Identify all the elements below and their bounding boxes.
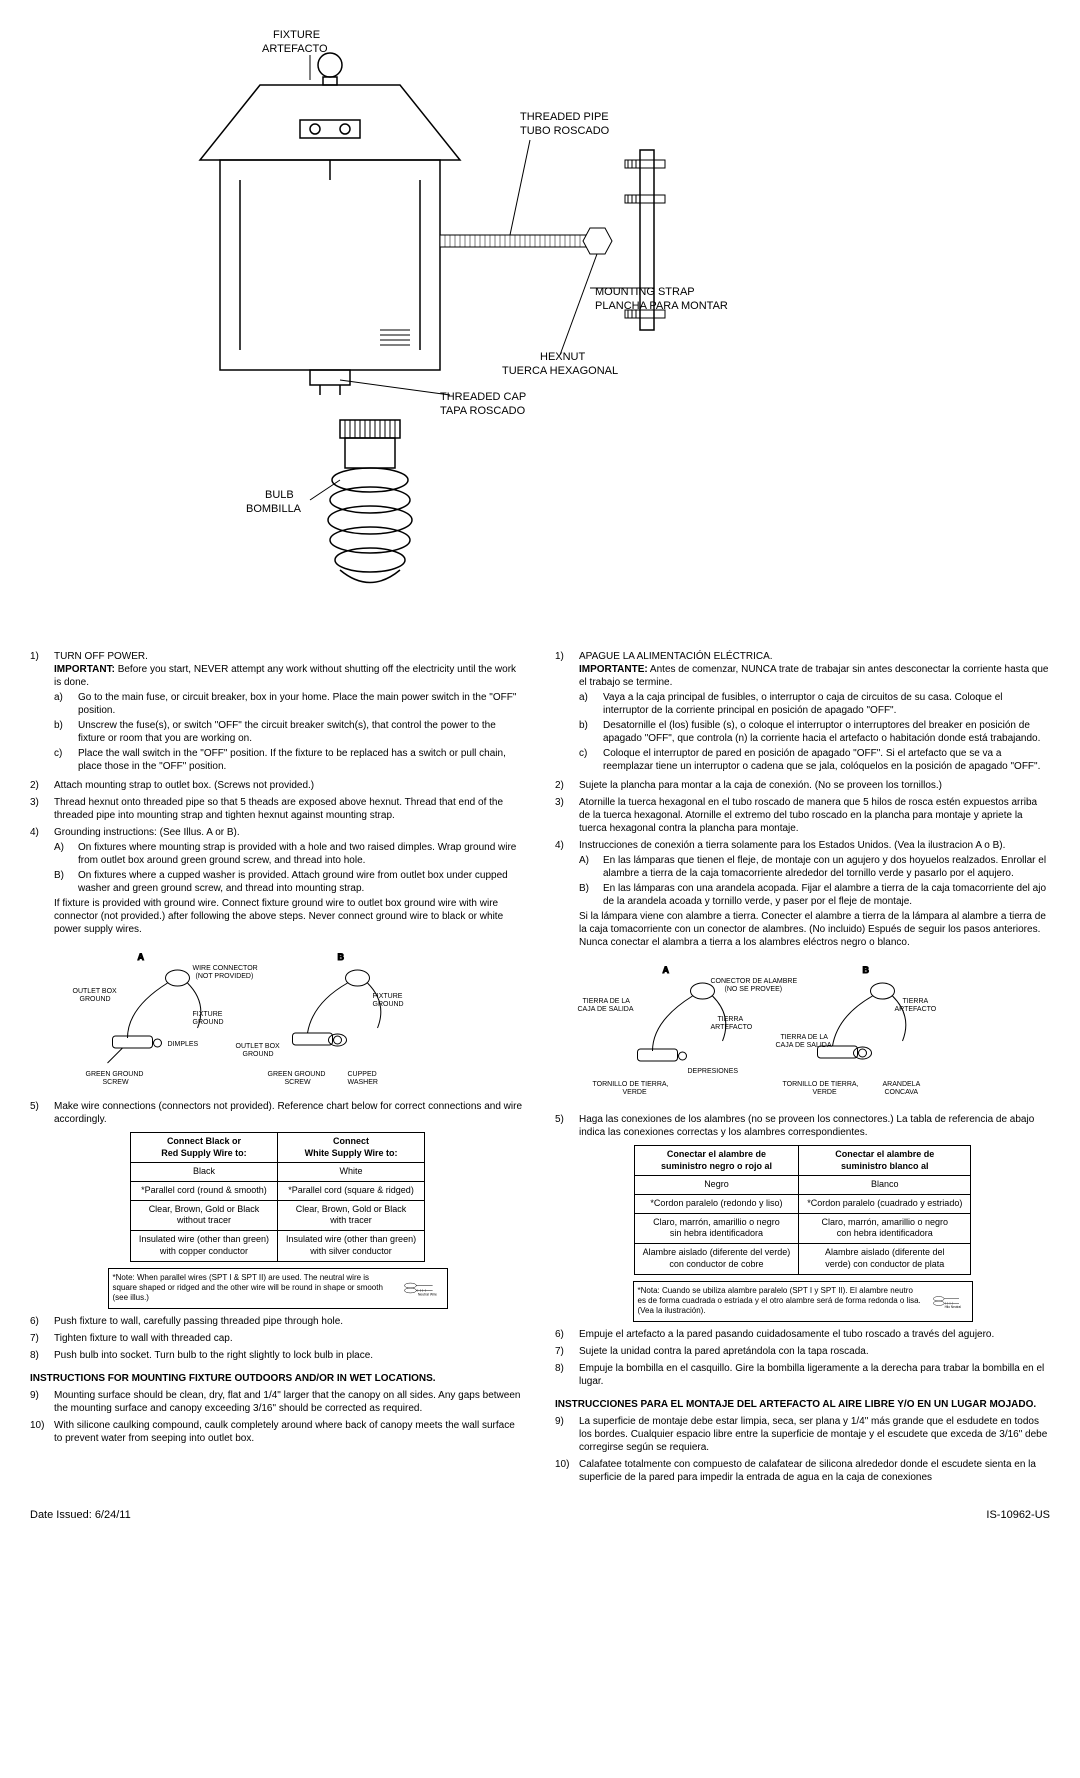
svg-text:OUTLET BOX: OUTLET BOX	[73, 988, 118, 995]
svg-text:TUERCA HEXAGONAL: TUERCA HEXAGONAL	[502, 365, 618, 377]
svg-text:GROUND: GROUND	[193, 1019, 224, 1026]
svg-text:PLANCHA PARA MONTAR: PLANCHA PARA MONTAR	[595, 300, 728, 312]
svg-text:TUBO ROSCADO: TUBO ROSCADO	[520, 125, 610, 137]
svg-text:TAPA ROSCADO: TAPA ROSCADO	[440, 405, 526, 417]
label-hexnut: HEXNUT	[540, 351, 586, 363]
svg-text:BOMBILLA: BOMBILLA	[246, 503, 302, 515]
svg-text:VERDE: VERDE	[813, 1089, 837, 1096]
step1-title: TURN OFF POWER.	[54, 651, 148, 662]
svg-text:TORNILLO DE TIERRA,: TORNILLO DE TIERRA,	[783, 1081, 859, 1088]
svg-text:DEPRESIONES: DEPRESIONES	[688, 1068, 739, 1075]
svg-text:CONCAVA: CONCAVA	[885, 1089, 919, 1096]
spanish-column: 1) APAGUE LA ALIMENTACIÓN ELÉCTRICA. IMP…	[555, 650, 1050, 1488]
svg-text:GROUND: GROUND	[243, 1051, 274, 1058]
label-bulb: BULB	[265, 489, 294, 501]
svg-text:CUPPED: CUPPED	[348, 1071, 377, 1078]
svg-text:B: B	[338, 952, 345, 962]
svg-text:A: A	[138, 952, 145, 962]
date-issued: Date Issued: 6/24/11	[30, 1508, 131, 1522]
svg-text:B: B	[863, 965, 870, 975]
svg-text:Hilo Neutral: Hilo Neutral	[944, 1305, 961, 1309]
svg-text:Neutral Wire: Neutral Wire	[418, 1292, 437, 1296]
svg-text:FIXTURE: FIXTURE	[373, 993, 403, 1000]
svg-text:GROUND: GROUND	[80, 996, 111, 1003]
svg-text:(NO SE PROVEE): (NO SE PROVEE)	[725, 986, 783, 993]
label-threaded-pipe: THREADED PIPE	[520, 111, 609, 123]
svg-text:CAJA DE SALIDA: CAJA DE SALIDA	[776, 1042, 832, 1049]
svg-text:WASHER: WASHER	[348, 1079, 378, 1086]
svg-text:CONECTOR DE ALAMBRE: CONECTOR DE ALAMBRE	[711, 978, 798, 985]
svg-text:TIERRA DE LA: TIERRA DE LA	[583, 998, 631, 1005]
doc-number: IS-10962-US	[986, 1508, 1050, 1522]
svg-text:A: A	[663, 965, 670, 975]
svg-text:WIRE CONNECTOR: WIRE CONNECTOR	[193, 965, 258, 972]
svg-text:TIERRA DE LA: TIERRA DE LA	[781, 1034, 829, 1041]
svg-text:TIERRA: TIERRA	[718, 1016, 744, 1023]
label-fixture: FIXTURE	[273, 29, 320, 41]
outdoor-heading-en: INSTRUCTIONS FOR MOUNTING FIXTURE OUTDOO…	[30, 1372, 525, 1385]
svg-text:TIERRA: TIERRA	[903, 998, 929, 1005]
svg-text:ARTEFACTO: ARTEFACTO	[262, 43, 328, 55]
table-note-en: *Note: When parallel wires (SPT I & SPT …	[108, 1268, 448, 1309]
fixture-diagram: FIXTURE ARTEFACTO THREADED PIPE TUBO ROS…	[30, 20, 1050, 640]
svg-text:VERDE: VERDE	[623, 1089, 647, 1096]
svg-text:SCREW: SCREW	[285, 1079, 311, 1086]
wire-table-es: Conectar el alambre desuministro negro o…	[634, 1145, 972, 1275]
svg-text:ARANDELA: ARANDELA	[883, 1081, 921, 1088]
svg-text:(NOT PROVIDED): (NOT PROVIDED)	[196, 973, 254, 980]
svg-text:TORNILLO DE TIERRA,: TORNILLO DE TIERRA,	[593, 1081, 669, 1088]
svg-text:DIMPLES: DIMPLES	[168, 1041, 199, 1048]
label-threaded-cap: THREADED CAP	[440, 391, 526, 403]
svg-text:FIXTURE: FIXTURE	[193, 1011, 223, 1018]
svg-text:GROUND: GROUND	[373, 1001, 404, 1008]
english-column: 1) TURN OFF POWER. IMPORTANT: Before you…	[30, 650, 525, 1488]
svg-text:ARTEFACTO: ARTEFACTO	[895, 1006, 937, 1013]
svg-text:GREEN GROUND: GREEN GROUND	[268, 1071, 326, 1078]
wire-table-en: Connect Black orRed Supply Wire to:Conne…	[130, 1132, 425, 1262]
wire-diagram-es: A B CONECTOR DE ALAMBRE (NO SE PROVEE) T…	[555, 961, 1050, 1101]
svg-text:GREEN GROUND: GREEN GROUND	[86, 1071, 144, 1078]
svg-text:OUTLET BOX: OUTLET BOX	[236, 1043, 281, 1050]
outdoor-heading-es: INSTRUCCIONES PARA EL MONTAJE DEL ARTEFA…	[555, 1398, 1050, 1411]
svg-text:SCREW: SCREW	[103, 1079, 129, 1086]
label-mounting-strap: MOUNTING STRAP	[595, 286, 695, 298]
svg-text:ARTEFACTO: ARTEFACTO	[711, 1024, 753, 1031]
table-note-es: *Nota: Cuando se ubiliza alambre paralel…	[633, 1281, 973, 1322]
svg-text:CAJA DE SALIDA: CAJA DE SALIDA	[578, 1006, 634, 1013]
wire-diagram-en: A B WIRE CONNECTOR (NOT PROVIDED)	[30, 948, 525, 1088]
